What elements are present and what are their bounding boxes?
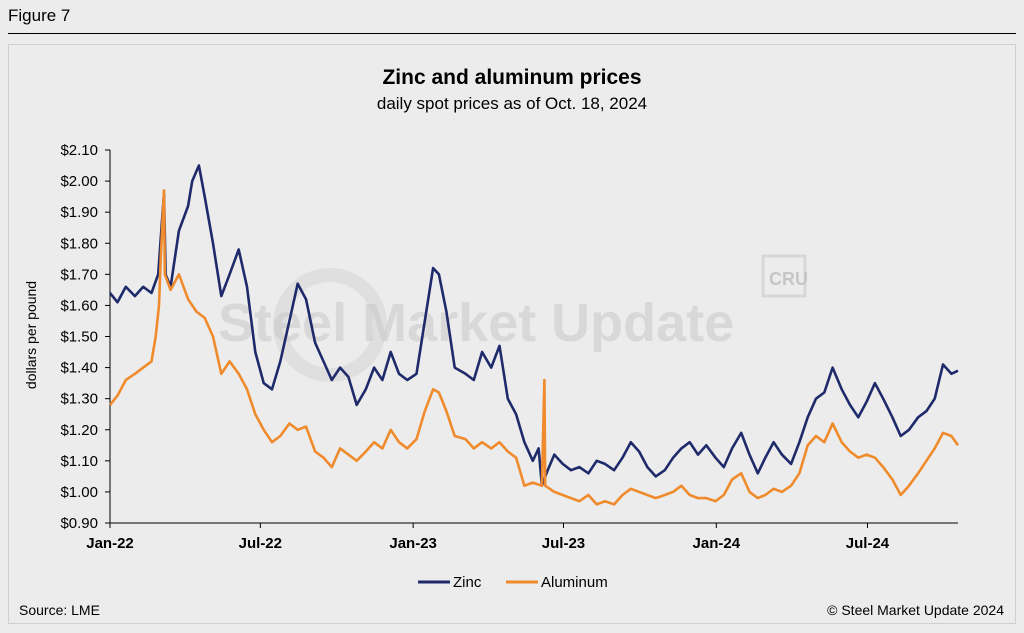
- legend-label-aluminum: Aluminum: [541, 574, 608, 591]
- y-tick-label: $0.90: [60, 515, 98, 532]
- y-tick-label: $1.80: [60, 235, 98, 252]
- watermark-brand: Steel Market Update: [218, 293, 734, 353]
- y-tick-label: $1.90: [60, 204, 98, 221]
- y-axis-label: dollars per pound: [23, 281, 39, 389]
- chart-subtitle: daily spot prices as of Oct. 18, 2024: [377, 94, 647, 113]
- y-tick-label: $2.00: [60, 173, 98, 190]
- figure-label: Figure 7: [8, 6, 71, 25]
- y-axis: $0.90 $1.00 $1.10 $1.20 $1.30 $1.40 $1.50 $1.60…: [60, 142, 110, 532]
- chart-panel: [8, 44, 1016, 624]
- chart-title: Zinc and aluminum prices: [382, 66, 641, 89]
- watermark-cru-logo: CRU: [769, 269, 808, 289]
- series-line-aluminum: [108, 189, 960, 506]
- x-axis: Jan-22 Jul-22 Jan-23 Jul-23 Jan-24 Jul-24: [86, 523, 890, 552]
- y-tick-label: $2.10: [60, 142, 98, 159]
- copyright-note: © Steel Market Update 2024: [827, 602, 1004, 618]
- x-tick-label: Jan-22: [86, 535, 134, 552]
- watermark-cru-box: [761, 254, 807, 298]
- y-tick-label: $1.40: [60, 360, 98, 377]
- x-tick-label: Jan-23: [389, 535, 437, 552]
- y-tick-label: $1.30: [60, 391, 98, 408]
- legend[interactable]: Zinc Aluminum: [418, 574, 608, 591]
- y-tick-label: $1.20: [60, 422, 98, 439]
- y-tick-label: $1.10: [60, 453, 98, 470]
- legend-label-zinc: Zinc: [453, 574, 482, 591]
- series-layer: [108, 164, 960, 506]
- figure-divider: [8, 33, 1016, 34]
- y-tick-label: $1.60: [60, 297, 98, 314]
- series-line-zinc: [108, 164, 959, 488]
- y-tick-label: $1.50: [60, 329, 98, 346]
- x-tick-label: Jul-24: [846, 535, 890, 552]
- watermark: Steel Market Update CRU: [218, 254, 808, 382]
- x-tick-label: Jul-22: [239, 535, 282, 552]
- y-tick-label: $1.70: [60, 266, 98, 283]
- x-tick-label: Jul-23: [542, 535, 585, 552]
- x-tick-label: Jan-24: [693, 535, 741, 552]
- y-tick-label: $1.00: [60, 484, 98, 501]
- source-note: Source: LME: [19, 602, 100, 618]
